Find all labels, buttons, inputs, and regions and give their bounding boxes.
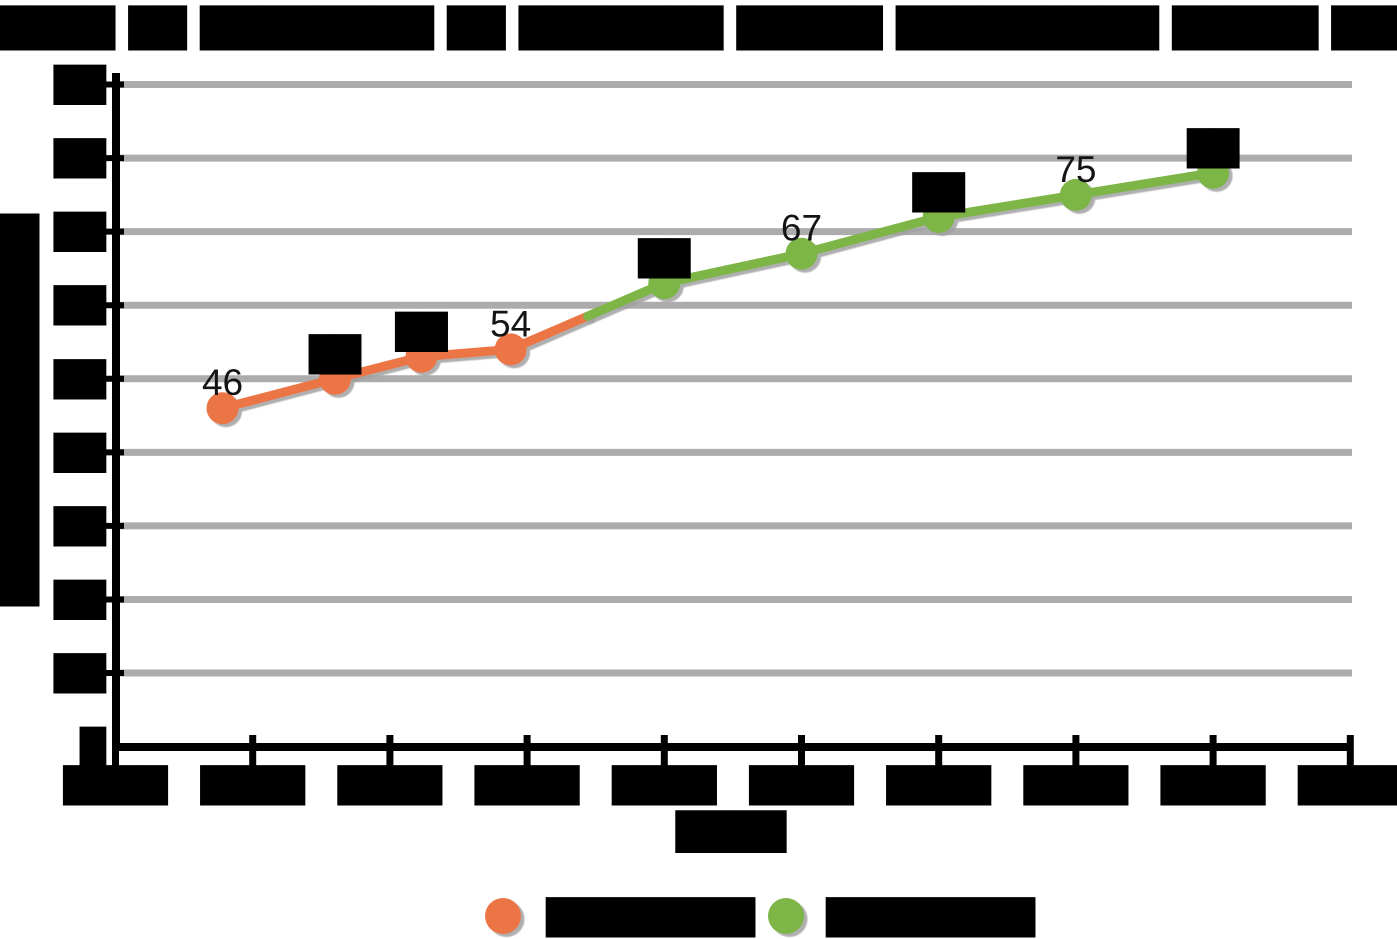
y-tick-label: ██ [53, 212, 107, 253]
y-tick-label: ██ [53, 432, 107, 473]
gridlines [116, 81, 1352, 677]
y-tick-label: ██ [53, 653, 107, 694]
y-tick-label: ██ [53, 285, 107, 326]
legend-label-projected: ████████ [825, 897, 1036, 938]
x-tick-label: ████ [337, 765, 443, 806]
y-tick-label: █ [79, 727, 107, 768]
data-point [922, 200, 955, 233]
data-point [648, 267, 681, 300]
legend-marker-observed [485, 898, 521, 934]
data-point [785, 237, 818, 270]
y-tick-label: ██ [53, 359, 107, 400]
data-point [494, 333, 527, 366]
legend-label-observed: ████████ [545, 897, 756, 938]
y-axis-line [112, 73, 120, 751]
y-tick-label: ██ [53, 65, 107, 106]
series-lines [206, 156, 1230, 425]
y-axis-title: ███████████████ [0, 213, 40, 607]
data-point-label: ██ [394, 312, 448, 353]
x-tick-label: ████ [748, 765, 854, 806]
x-tick-label: ████ [1160, 765, 1266, 806]
x-tick-label: ████ [1023, 765, 1129, 806]
axes [112, 73, 1352, 751]
tick-labels: ███████████████████████ ████ ████ ████ ████ █… [53, 65, 1397, 806]
series-line-projected-group [583, 156, 1230, 321]
x-tick-label: ████ [885, 765, 991, 806]
legend: ████████ ████████ [485, 897, 1036, 938]
legend-marker-projected [768, 898, 804, 934]
x-axis-title: ████ [675, 810, 788, 853]
data-point-label: 67 [781, 208, 822, 249]
y-tick-label: ██ [53, 506, 107, 547]
chart-title: ████ ██ █ ██ █████ ██ █ ██ ████ ███ ██ ███ ███… [0, 5, 1397, 51]
data-point [1197, 156, 1230, 189]
x-axis-line [112, 743, 1352, 751]
series-line-observed-group [206, 311, 592, 425]
data-point [1059, 178, 1092, 211]
data-point-label: ██ [1186, 128, 1240, 169]
data-point-label: 75 [1055, 149, 1096, 190]
x-tick-label: ████ [62, 765, 168, 806]
data-point-label: ██ [308, 334, 362, 375]
x-tick-label: ████ [611, 765, 717, 806]
y-tick-label: ██ [53, 579, 107, 620]
data-point-label: 54 [490, 303, 531, 344]
data-point-labels: 46 ██ ██ 54 ██ 67 ██ 75 ██ [202, 128, 1240, 403]
x-tick-label: ████ [474, 765, 580, 806]
x-tick-label: ████ [199, 765, 305, 806]
data-point [206, 392, 239, 425]
tick-marks [95, 81, 1354, 771]
x-tick-label: ████ [1297, 765, 1397, 806]
data-point [319, 362, 352, 395]
data-point [405, 340, 438, 373]
y-tick-label: ██ [53, 138, 107, 179]
data-point-label: 46 [202, 362, 243, 403]
data-point-label: ██ [637, 238, 691, 279]
data-point-label: ██ [912, 172, 966, 213]
